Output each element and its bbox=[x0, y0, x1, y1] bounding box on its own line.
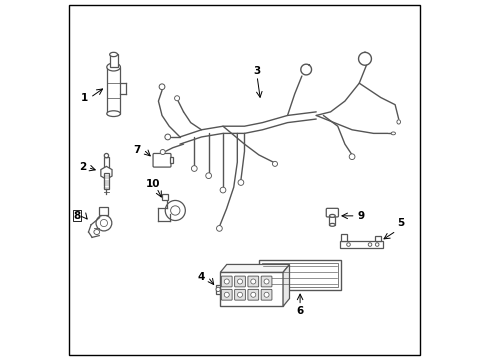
Bar bbox=[104, 173, 108, 189]
Circle shape bbox=[237, 292, 242, 297]
Text: 1: 1 bbox=[81, 93, 88, 103]
Bar bbox=[220, 273, 283, 306]
FancyBboxPatch shape bbox=[247, 289, 258, 300]
Circle shape bbox=[216, 226, 222, 231]
Polygon shape bbox=[220, 265, 289, 273]
Circle shape bbox=[205, 173, 211, 179]
FancyBboxPatch shape bbox=[261, 276, 271, 287]
Circle shape bbox=[367, 243, 371, 246]
Bar bbox=[99, 207, 108, 215]
Circle shape bbox=[224, 279, 229, 284]
Circle shape bbox=[216, 287, 220, 292]
FancyBboxPatch shape bbox=[221, 289, 232, 300]
Text: 10: 10 bbox=[145, 179, 160, 189]
Text: 6: 6 bbox=[296, 306, 303, 316]
Circle shape bbox=[224, 292, 229, 297]
Circle shape bbox=[264, 292, 268, 297]
FancyBboxPatch shape bbox=[153, 153, 171, 167]
Ellipse shape bbox=[396, 120, 400, 124]
Ellipse shape bbox=[329, 215, 335, 217]
Text: 3: 3 bbox=[253, 66, 260, 76]
Circle shape bbox=[159, 84, 164, 90]
Circle shape bbox=[250, 279, 255, 284]
Bar bbox=[216, 285, 220, 294]
Circle shape bbox=[170, 206, 180, 215]
Polygon shape bbox=[283, 265, 289, 306]
Ellipse shape bbox=[109, 52, 117, 57]
Polygon shape bbox=[375, 235, 380, 241]
Circle shape bbox=[272, 161, 277, 166]
FancyBboxPatch shape bbox=[221, 276, 232, 287]
Text: 2: 2 bbox=[79, 162, 86, 172]
Bar bbox=[169, 157, 173, 163]
Ellipse shape bbox=[106, 63, 120, 71]
Ellipse shape bbox=[390, 132, 395, 135]
Circle shape bbox=[164, 134, 170, 140]
Bar bbox=[261, 263, 338, 287]
Circle shape bbox=[104, 153, 108, 158]
FancyBboxPatch shape bbox=[325, 208, 338, 217]
Bar bbox=[106, 67, 120, 114]
Text: 8: 8 bbox=[73, 211, 80, 221]
Circle shape bbox=[174, 96, 179, 101]
Circle shape bbox=[191, 166, 197, 171]
Circle shape bbox=[96, 215, 112, 231]
Circle shape bbox=[160, 149, 165, 154]
Bar bbox=[109, 54, 117, 67]
Circle shape bbox=[220, 187, 225, 193]
Ellipse shape bbox=[329, 224, 335, 226]
Text: 4: 4 bbox=[197, 272, 205, 282]
FancyBboxPatch shape bbox=[261, 289, 271, 300]
Circle shape bbox=[237, 279, 242, 284]
Circle shape bbox=[346, 243, 349, 246]
Ellipse shape bbox=[94, 229, 100, 234]
Circle shape bbox=[264, 279, 268, 284]
Text: 7: 7 bbox=[133, 144, 141, 154]
FancyBboxPatch shape bbox=[234, 276, 245, 287]
Polygon shape bbox=[101, 166, 112, 179]
Circle shape bbox=[348, 154, 354, 159]
Text: 9: 9 bbox=[357, 211, 364, 221]
Circle shape bbox=[100, 220, 107, 226]
Bar bbox=[258, 260, 341, 290]
Circle shape bbox=[375, 243, 378, 246]
Text: 5: 5 bbox=[396, 218, 403, 228]
FancyBboxPatch shape bbox=[247, 276, 258, 287]
Bar bbox=[103, 157, 109, 169]
Bar bbox=[339, 241, 382, 248]
Bar bbox=[162, 194, 168, 201]
Circle shape bbox=[238, 180, 244, 185]
FancyBboxPatch shape bbox=[234, 289, 245, 300]
Polygon shape bbox=[341, 234, 346, 241]
Ellipse shape bbox=[106, 111, 120, 117]
Circle shape bbox=[250, 292, 255, 297]
Bar bbox=[329, 216, 335, 225]
Circle shape bbox=[165, 201, 185, 221]
